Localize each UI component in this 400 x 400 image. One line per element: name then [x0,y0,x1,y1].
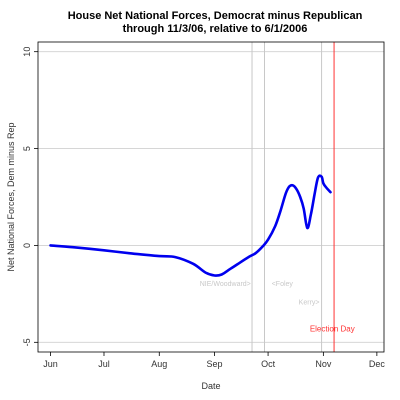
event-lines [251,42,335,352]
chart-title-line2: through 11/3/06, relative to 6/1/2006 [123,23,308,35]
grid [38,51,384,343]
election-day-label: Election Day [310,325,355,334]
x-tick-label: Sep [207,359,223,369]
y-tick-label: 0 [22,243,32,248]
annotations: NIE/Woodward> <Foley Kerry> Election Day [200,281,355,334]
y-tick-label: -5 [22,338,32,346]
x-axis: Jun Jul Aug Sep Oct Nov Dec [43,352,385,369]
event-annotation: <Foley [272,281,294,288]
x-axis-label: Date [201,381,220,391]
chart-title-line1: House Net National Forces, Democrat minu… [68,10,363,22]
y-tick-label: 10 [22,47,32,57]
x-tick-label: Jun [43,359,58,369]
x-tick-label: Dec [369,359,386,369]
x-tick-label: Aug [151,359,167,369]
x-tick-label: Oct [261,359,276,369]
event-annotation: NIE/Woodward> [200,281,251,288]
y-tick-label: 5 [22,146,32,151]
x-tick-label: Nov [315,359,332,369]
event-annotation: Kerry> [299,300,320,307]
x-tick-label: Jul [98,359,110,369]
y-axis-label: Net National Forces, Dem minus Rep [6,122,16,271]
y-axis: -5 0 5 10 [22,47,38,346]
plot-frame [37,41,385,353]
series-line [49,174,332,277]
